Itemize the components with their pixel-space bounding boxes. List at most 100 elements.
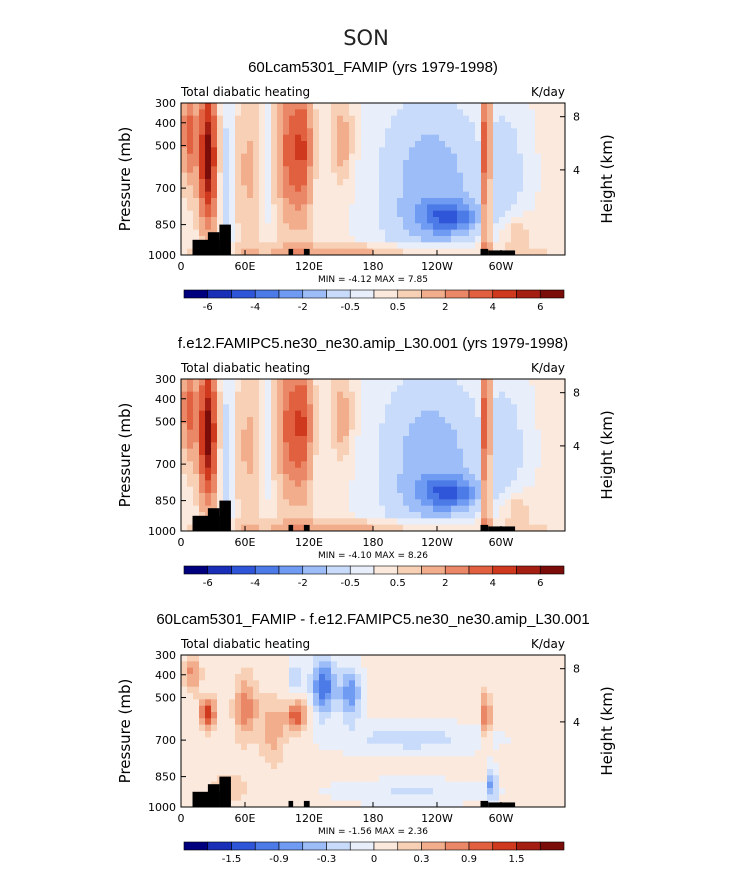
heatmap-cell [379, 788, 386, 795]
heatmap-cell [295, 153, 302, 161]
heatmap-cell [349, 493, 356, 500]
heatmap-cell [385, 712, 392, 719]
heatmap-cell [445, 775, 452, 783]
heatmap-cell [325, 423, 332, 431]
heatmap-cell [253, 731, 260, 738]
heatmap-cell [235, 724, 242, 732]
heatmap-cell [553, 379, 560, 386]
heatmap-cell [319, 147, 326, 155]
heatmap-cell [373, 141, 380, 148]
heatmap-cell [433, 391, 440, 399]
heatmap-cell [475, 667, 482, 675]
heatmap-cell [313, 461, 320, 469]
heatmap-cell [367, 718, 374, 726]
heatmap-cell [421, 103, 428, 110]
heatmap-cell [457, 705, 464, 713]
heatmap-cell [307, 693, 314, 700]
heatmap-cell [271, 115, 278, 123]
heatmap-cell [181, 223, 188, 231]
heatmap-cell [553, 204, 560, 212]
heatmap-cell [241, 680, 248, 688]
heatmap-cell [463, 128, 470, 136]
heatmap-cell [307, 788, 314, 795]
heatmap-cell [211, 705, 218, 713]
heatmap-cell [433, 731, 440, 738]
heatmap-cell [505, 467, 512, 475]
heatmap-cell [247, 655, 254, 662]
heatmap-cell [205, 210, 212, 218]
heatmap-cell [289, 518, 296, 526]
heatmap-cell [271, 712, 278, 719]
heatmap-cell [517, 417, 524, 424]
heatmap-cell [289, 128, 296, 136]
heatmap-cell [229, 486, 236, 494]
heatmap-cell [277, 661, 284, 669]
heatmap-cell [379, 385, 386, 393]
heatmap-cell [433, 160, 440, 167]
heatmap-cell [295, 712, 302, 719]
heatmap-cell [523, 204, 530, 212]
min-max-stats: MIN = -1.56 MAX = 2.36 [318, 827, 428, 837]
heatmap-cell [499, 103, 506, 110]
heatmap-cell [319, 756, 326, 764]
heatmap-cell [241, 448, 248, 456]
heatmap-cell [211, 455, 218, 462]
heatmap-cell [223, 404, 230, 412]
heatmap-cell [265, 429, 272, 437]
heatmap-cell [421, 788, 428, 795]
heatmap-cell [193, 122, 200, 129]
heatmap-cell [277, 493, 284, 500]
heatmap-cell [553, 512, 560, 519]
heatmap-cell [541, 518, 548, 526]
heatmap-cell [247, 512, 254, 519]
heatmap-cell [331, 667, 338, 675]
heatmap-cell [271, 128, 278, 136]
heatmap-cell [373, 486, 380, 494]
heatmap-cell [457, 410, 464, 418]
heatmap-cell [403, 493, 410, 500]
heatmap-cell [199, 204, 206, 212]
heatmap-cell [463, 115, 470, 123]
heatmap-cell [259, 423, 266, 431]
topography-mask [219, 500, 231, 531]
heatmap-cell [379, 236, 386, 243]
heatmap-cell [361, 486, 368, 494]
heatmap-cell [523, 404, 530, 412]
heatmap-cell [499, 429, 506, 437]
heatmap-cell [487, 699, 494, 707]
heatmap-cell [283, 398, 290, 405]
heatmap-cell [379, 499, 386, 507]
heatmap-cell [487, 436, 494, 443]
heatmap-cell [469, 404, 476, 412]
heatmap-cell [535, 109, 542, 117]
heatmap-cell [553, 686, 560, 694]
heatmap-cell [451, 248, 458, 256]
heatmap-cell [475, 236, 482, 243]
heatmap-cell [391, 718, 398, 726]
heatmap-cell [349, 115, 356, 123]
heatmap-cell [271, 141, 278, 148]
heatmap-cell [343, 185, 350, 193]
heatmap-cell [517, 122, 524, 129]
heatmap-cell [313, 423, 320, 431]
heatmap-cell [475, 229, 482, 237]
heatmap-cell [409, 686, 416, 694]
heatmap-cell [361, 794, 368, 802]
colorbar-label: -0.5 [340, 578, 360, 589]
heatmap-cell [325, 223, 332, 231]
heatmap-cell [247, 781, 254, 789]
heatmap-cell [373, 242, 380, 250]
heatmap-cell [211, 391, 218, 399]
colorbar-swatch [278, 841, 304, 851]
heatmap-cell [397, 134, 404, 142]
heatmap-cell [181, 655, 188, 662]
heatmap-cell [265, 499, 272, 507]
heatmap-cell [415, 185, 422, 193]
heatmap-cell [469, 198, 476, 205]
heatmap-cell [325, 191, 332, 199]
heatmap-cell [337, 524, 344, 532]
heatmap-cell [361, 153, 368, 161]
heatmap-cell [457, 391, 464, 399]
heatmap-cell [199, 410, 206, 418]
heatmap-cell [367, 731, 374, 738]
